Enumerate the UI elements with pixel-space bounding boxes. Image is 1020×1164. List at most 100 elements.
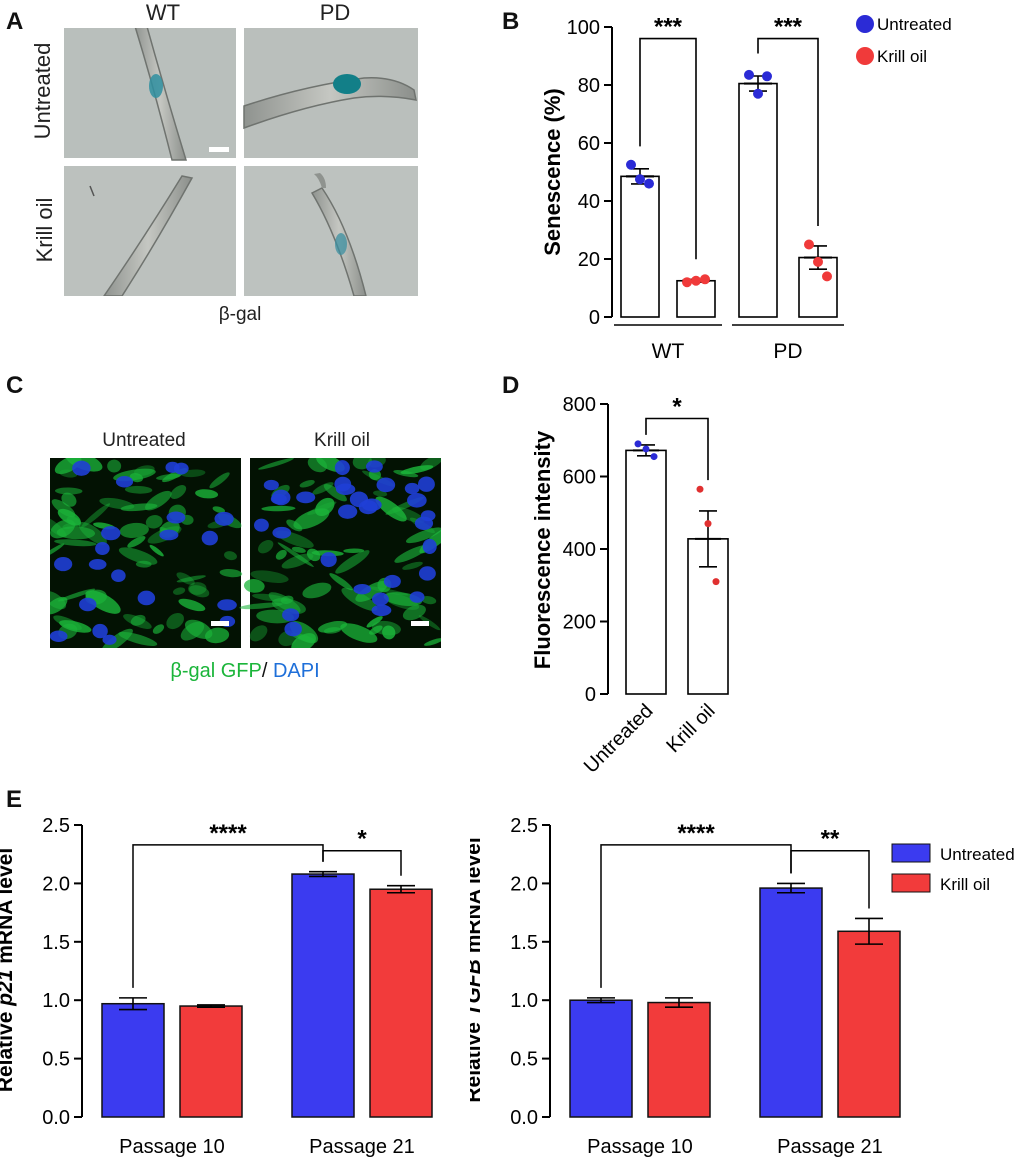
dapi-nucleus	[414, 516, 434, 531]
gfp-signal	[212, 506, 226, 513]
row-label-untreated: Untreated	[30, 42, 55, 140]
dapi-nucleus	[337, 504, 358, 519]
panel-letter-b: B	[502, 8, 520, 35]
gfp-signal	[423, 638, 441, 646]
gfp-signal	[258, 458, 294, 470]
gfp-signal	[371, 620, 401, 636]
y-axis-label-pre: Relative	[470, 1016, 485, 1102]
y-axis-label-post: mRNA level	[470, 837, 485, 959]
legend-marker	[856, 47, 874, 65]
y-axis-label: Relative TGFB mRNA level	[470, 837, 485, 1102]
gfp-signal	[54, 539, 97, 547]
gfp-signal	[176, 572, 195, 585]
dapi-nucleus	[282, 608, 300, 622]
fluor-image-krill-oil	[239, 458, 441, 648]
gfp-signal	[277, 542, 314, 568]
worm-micrographs	[64, 28, 418, 296]
row-label-krill-oil: Krill oil	[32, 197, 57, 263]
scale-bar	[411, 621, 429, 626]
y-axis-label-post: mRNA level	[0, 848, 17, 970]
bar-0-1	[179, 1005, 243, 1118]
data-point	[712, 578, 720, 586]
y-tick-label: 0	[589, 307, 600, 329]
bar-0-1	[647, 1001, 711, 1118]
dapi-nucleus	[263, 479, 279, 491]
bar-0-0	[569, 999, 633, 1118]
legend-label: Krill oil	[877, 47, 927, 66]
gfp-signal	[101, 628, 133, 648]
legend-label: Krill oil	[940, 875, 990, 894]
legend-swatch	[891, 843, 931, 863]
significance-bracket	[645, 417, 709, 481]
gfp-signal	[195, 489, 219, 499]
gfp-signal	[268, 592, 301, 614]
dapi-nucleus	[383, 574, 401, 588]
dapi-nucleus	[253, 518, 269, 532]
y-tick-label: 0	[585, 684, 596, 706]
data-point	[700, 274, 710, 285]
legend-label: Untreated	[940, 845, 1015, 864]
significance-label-treatment: **	[821, 826, 840, 853]
dapi-nucleus	[115, 476, 134, 488]
gfp-signal	[293, 508, 330, 530]
gfp-signal	[243, 579, 265, 593]
dapi-nucleus	[272, 526, 292, 539]
gfp-signal	[219, 568, 243, 578]
dapi-nucleus	[173, 462, 189, 475]
bar-wt-1	[676, 279, 716, 318]
dapi-nucleus	[201, 530, 218, 546]
significance-label-treatment: *	[357, 826, 367, 853]
dapi-nucleus	[166, 511, 186, 524]
column-label-pd: PD	[319, 0, 351, 25]
significance-bracket	[639, 37, 697, 260]
y-axis-label-gene: p21	[0, 970, 17, 1007]
bar-1-1	[369, 888, 433, 1118]
panel-letter-a: A	[6, 8, 24, 35]
gfp-signal	[127, 536, 146, 548]
fluorescence-micrographs	[50, 458, 441, 648]
fluor-caption: β-gal GFP/ DAPI	[60, 660, 430, 683]
y-tick-label: 0.5	[42, 1049, 70, 1071]
gfp-signal	[335, 550, 370, 574]
gfp-signal	[124, 485, 153, 494]
y-tick-label: 1.0	[510, 990, 538, 1012]
gfp-signal	[173, 587, 186, 595]
dapi-nucleus	[217, 599, 237, 611]
dapi-nucleus	[422, 538, 437, 554]
gfp-signal	[258, 539, 274, 554]
dapi-nucleus	[50, 630, 68, 642]
dapi-nucleus	[159, 529, 179, 541]
gfp-signal	[180, 621, 205, 641]
dapi-nucleus	[417, 476, 435, 492]
gfp-signal	[149, 544, 164, 557]
micrograph-wt-untreated	[64, 28, 236, 161]
gfp-signal	[323, 627, 342, 634]
y-tick-label: 1.0	[42, 990, 70, 1012]
gfp-signal	[239, 602, 283, 610]
gfp-signal	[81, 503, 111, 528]
data-point	[822, 271, 832, 282]
gfp-signal	[340, 623, 378, 643]
gfp-signal	[291, 546, 306, 553]
dapi-nucleus	[334, 476, 352, 492]
gfp-signal	[189, 585, 210, 598]
y-tick-label: 0.0	[42, 1107, 70, 1129]
dapi-nucleus	[407, 493, 427, 508]
x-tick-label: Untreated	[580, 700, 658, 778]
gfp-signal	[166, 612, 184, 630]
y-tick-label: 40	[578, 191, 600, 213]
y-tick-label: 200	[563, 612, 596, 634]
y-tick-label: 2.5	[42, 815, 70, 837]
y-tick-label: 1.5	[42, 932, 70, 954]
y-axis-label-gene: TGFB	[470, 959, 485, 1016]
x-tick-label: Passage 10	[587, 1136, 693, 1158]
chart-e-p21: 0.0 0.5 1.0 1.5 2.0 2.5 Relative p21 mRNA leve…	[0, 815, 433, 1158]
significance-label: ***	[654, 14, 683, 41]
gfp-signal	[302, 582, 332, 599]
data-point	[635, 174, 645, 185]
dapi-nucleus	[365, 460, 383, 473]
gfp-signal	[418, 615, 441, 631]
gfp-signal	[275, 549, 287, 560]
significance-label-passage: ****	[209, 820, 247, 847]
gfp-signal	[421, 596, 437, 605]
